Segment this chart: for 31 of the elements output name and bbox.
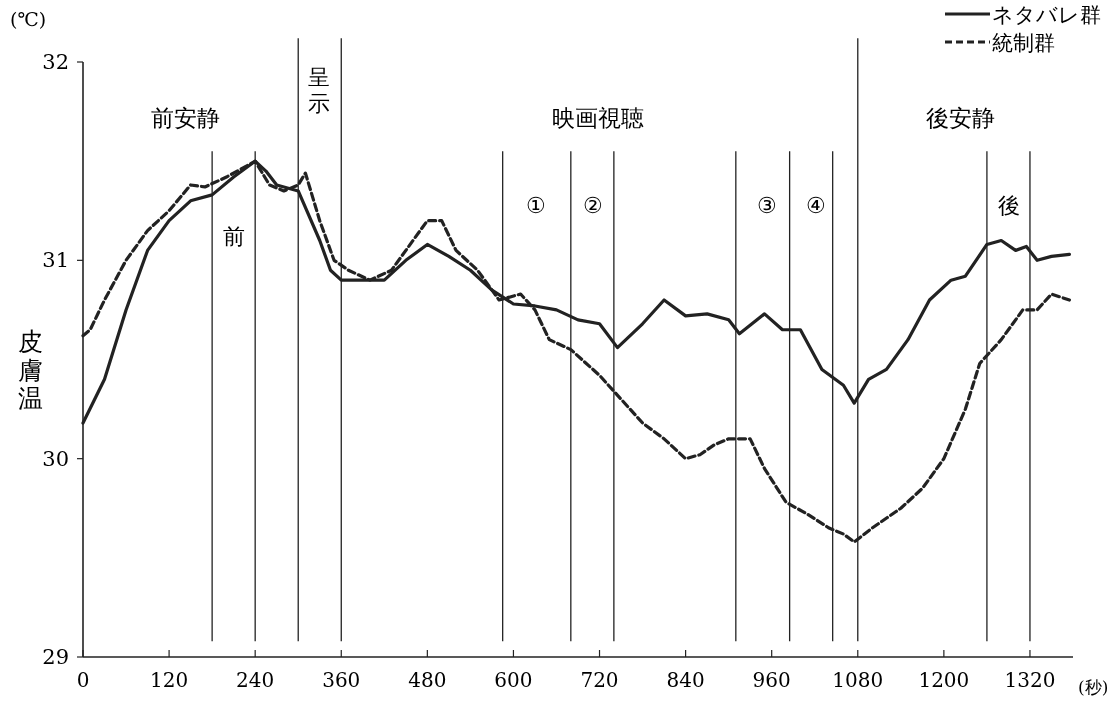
annotation: ① (526, 193, 546, 218)
annotation: 前安静 (150, 105, 220, 131)
x-tick-label: 0 (76, 668, 90, 692)
x-tick-label: 1320 (1004, 668, 1056, 692)
x-tick-label: 960 (752, 668, 791, 692)
annotation: 映画視聴 (552, 105, 644, 131)
annotation: (℃) (10, 8, 47, 30)
x-tick-label: 120 (149, 668, 189, 692)
annotation: 後 (998, 193, 1020, 218)
y-tick-label: 31 (42, 248, 69, 273)
annotation: ② (583, 193, 603, 218)
x-tick-label: 480 (408, 668, 447, 692)
annotation: 前 (223, 224, 245, 249)
x-tick-label: 1200 (918, 668, 970, 692)
annotation: ③ (757, 193, 777, 218)
annotation: 後安静 (925, 105, 995, 131)
y-tick-label: 30 (42, 446, 69, 471)
y-tick-label: 32 (42, 50, 69, 74)
legend-label: ネタバレ群 (992, 3, 1101, 27)
x-tick-label: 600 (494, 668, 533, 692)
y-tick-label: 29 (42, 645, 69, 669)
x-tick-label: 840 (666, 668, 705, 692)
x-tick-label: 360 (322, 668, 361, 692)
x-tick-label: 720 (580, 668, 619, 692)
x-tick-label: 240 (236, 668, 275, 692)
annotation: ④ (806, 193, 826, 218)
x-axis-title: (秒) (1078, 677, 1109, 697)
x-tick-label: 1080 (832, 668, 884, 692)
annotation: 呈示 (308, 65, 330, 116)
legend-label: 統制群 (992, 31, 1055, 55)
y-axis-title: 皮膚温 (17, 326, 43, 414)
